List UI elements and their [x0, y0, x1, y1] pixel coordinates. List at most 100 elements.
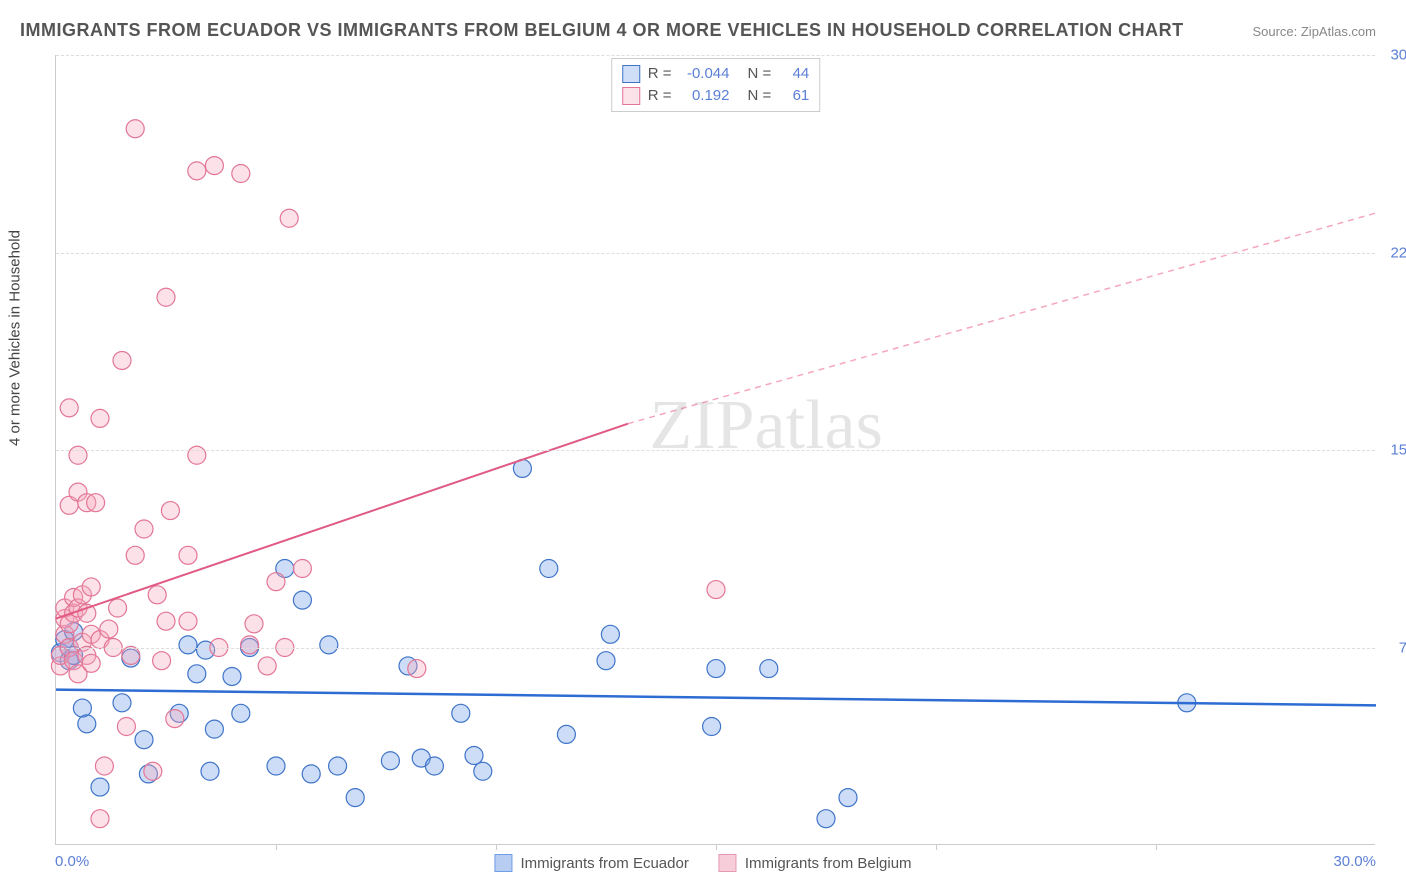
- x-tick: [716, 844, 717, 850]
- legend-item: Immigrants from Belgium: [719, 854, 912, 872]
- scatter-point: [223, 667, 241, 685]
- scatter-point: [425, 757, 443, 775]
- gridline: [56, 55, 1375, 56]
- scatter-point: [707, 581, 725, 599]
- scatter-point: [205, 720, 223, 738]
- source-name: ZipAtlas.com: [1301, 24, 1376, 39]
- scatter-point: [245, 615, 263, 633]
- scatter-point: [161, 502, 179, 520]
- scatter-point: [408, 660, 426, 678]
- scatter-point: [601, 625, 619, 643]
- scatter-point: [91, 778, 109, 796]
- x-tick: [936, 844, 937, 850]
- scatter-point: [188, 162, 206, 180]
- scatter-point: [100, 620, 118, 638]
- scatter-point: [293, 591, 311, 609]
- y-tick-label: 22.5%: [1390, 244, 1406, 261]
- gridline: [56, 450, 1375, 451]
- scatter-point: [293, 560, 311, 578]
- legend-stats-box: R =-0.044N =44R =0.192N =61: [611, 58, 821, 112]
- scatter-point: [280, 209, 298, 227]
- scatter-point: [113, 694, 131, 712]
- scatter-point: [179, 612, 197, 630]
- trend-line-dashed: [628, 213, 1376, 424]
- scatter-point: [78, 715, 96, 733]
- scatter-point: [73, 699, 91, 717]
- legend-swatch: [622, 65, 640, 83]
- scatter-point: [540, 560, 558, 578]
- scatter-point: [703, 718, 721, 736]
- scatter-point: [122, 646, 140, 664]
- legend-label: Immigrants from Belgium: [745, 855, 912, 872]
- scatter-point: [87, 494, 105, 512]
- scatter-point: [78, 604, 96, 622]
- scatter-point: [166, 710, 184, 728]
- gridline: [56, 648, 1375, 649]
- r-value: 0.192: [680, 85, 730, 107]
- scatter-point: [135, 731, 153, 749]
- scatter-point: [188, 446, 206, 464]
- scatter-point: [126, 546, 144, 564]
- scatter-point: [179, 636, 197, 654]
- scatter-point: [188, 665, 206, 683]
- y-tick-label: 30.0%: [1390, 47, 1406, 64]
- legend-label: Immigrants from Ecuador: [520, 855, 688, 872]
- scatter-point: [201, 762, 219, 780]
- x-axis-max-label: 30.0%: [1333, 853, 1376, 870]
- scatter-point: [381, 752, 399, 770]
- scatter-point: [135, 520, 153, 538]
- scatter-point: [144, 762, 162, 780]
- scatter-point: [91, 409, 109, 427]
- legend-swatch: [622, 87, 640, 105]
- source-attribution: Source: ZipAtlas.com: [1252, 24, 1376, 39]
- x-tick: [276, 844, 277, 850]
- scatter-point: [113, 351, 131, 369]
- legend-swatch: [719, 854, 737, 872]
- gridline: [56, 253, 1375, 254]
- scatter-point: [157, 288, 175, 306]
- scatter-point: [346, 789, 364, 807]
- scatter-point: [267, 757, 285, 775]
- scatter-point: [179, 546, 197, 564]
- y-tick-label: 7.5%: [1399, 639, 1406, 656]
- r-value: -0.044: [680, 63, 730, 85]
- scatter-point: [153, 652, 171, 670]
- scatter-point: [126, 120, 144, 138]
- scatter-point: [157, 612, 175, 630]
- scatter-point: [817, 810, 835, 828]
- scatter-point: [91, 810, 109, 828]
- scatter-point: [320, 636, 338, 654]
- scatter-point: [597, 652, 615, 670]
- chart-title: IMMIGRANTS FROM ECUADOR VS IMMIGRANTS FR…: [20, 20, 1184, 41]
- scatter-point: [760, 660, 778, 678]
- scatter-point: [267, 573, 285, 591]
- n-value: 61: [779, 85, 809, 107]
- scatter-point: [60, 399, 78, 417]
- legend-stat-row: R =-0.044N =44: [622, 63, 810, 85]
- n-label: N =: [748, 63, 772, 85]
- legend-stat-row: R = 0.192 N = 61: [622, 85, 810, 107]
- scatter-point: [82, 654, 100, 672]
- scatter-point: [82, 578, 100, 596]
- n-label: N =: [748, 85, 772, 107]
- scatter-point: [95, 757, 113, 775]
- scatter-point: [232, 704, 250, 722]
- legend-bottom: Immigrants from Ecuador Immigrants from B…: [494, 854, 911, 872]
- legend-item: Immigrants from Ecuador: [494, 854, 688, 872]
- chart-plot-area: ZIPatlas R =-0.044N =44R =0.192N =61 7.5…: [55, 55, 1375, 845]
- scatter-point: [109, 599, 127, 617]
- scatter-point: [557, 725, 575, 743]
- scatter-point: [707, 660, 725, 678]
- x-tick: [1156, 844, 1157, 850]
- scatter-point: [69, 446, 87, 464]
- scatter-point: [205, 157, 223, 175]
- scatter-point: [839, 789, 857, 807]
- r-label: R =: [648, 85, 672, 107]
- scatter-point: [232, 165, 250, 183]
- scatter-point: [258, 657, 276, 675]
- scatter-point: [117, 718, 135, 736]
- x-tick: [496, 844, 497, 850]
- scatter-point: [452, 704, 470, 722]
- r-label: R =: [648, 63, 672, 85]
- scatter-point: [241, 636, 259, 654]
